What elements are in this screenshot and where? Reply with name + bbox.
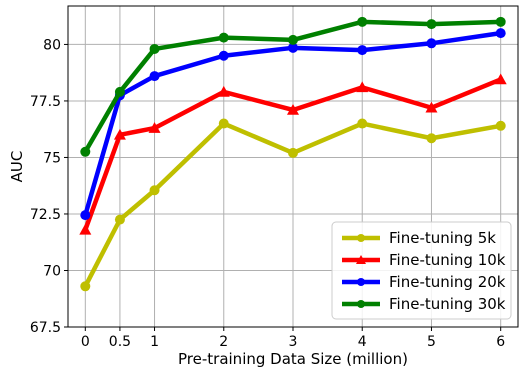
legend-box	[331, 221, 512, 320]
y-tick-label: 72.5	[30, 207, 61, 223]
x-tick-label: 0	[81, 334, 90, 350]
series-1	[80, 118, 506, 292]
data-point	[495, 120, 506, 131]
series-4	[80, 16, 506, 157]
x-tick-label: 1	[150, 334, 159, 350]
data-point	[495, 16, 506, 27]
y-tick-label: 77.5	[30, 94, 61, 110]
series-line	[83, 30, 503, 218]
data-point	[357, 118, 368, 129]
y-tick-label: 80	[43, 37, 61, 53]
legend-item: Fine-tuning 30k	[342, 295, 506, 313]
y-axis-label: AUC	[8, 151, 26, 183]
data-point	[114, 86, 125, 97]
data-point	[217, 85, 230, 97]
data-point	[80, 146, 91, 157]
ticks: 0 0.5 1 2 3 4 5 6 67.5 70 72.5 75 77.5 80	[30, 37, 505, 350]
data-point	[426, 19, 437, 30]
data-point	[148, 122, 161, 133]
data-point	[149, 185, 160, 196]
data-point	[425, 101, 438, 113]
legend-label: Fine-tuning 5k	[389, 229, 496, 247]
data-point	[218, 32, 229, 43]
series-layer	[79, 16, 507, 292]
data-point	[357, 16, 368, 27]
y-tick-label: 70	[43, 263, 61, 279]
data-point	[287, 103, 299, 115]
data-point	[288, 147, 298, 158]
data-point	[149, 43, 160, 54]
data-point	[356, 81, 369, 93]
data-point	[80, 210, 91, 221]
data-point	[149, 71, 160, 82]
series-line	[83, 19, 503, 155]
legend-marker	[357, 234, 365, 242]
data-point	[113, 128, 126, 140]
x-tick-label: 6	[496, 334, 505, 350]
x-axis-label: Pre-training Data Size (million)	[178, 350, 408, 368]
data-point	[357, 45, 368, 56]
data-point	[426, 133, 437, 144]
legend-item: Fine-tuning 20k	[342, 273, 506, 291]
data-point	[218, 50, 229, 61]
x-tick-label: 4	[358, 334, 367, 350]
data-point	[288, 34, 298, 45]
legend-label: Fine-tuning 10k	[389, 251, 506, 269]
series-line	[83, 121, 503, 289]
series-2	[79, 73, 507, 235]
data-point	[114, 214, 125, 225]
legend-marker	[357, 278, 365, 286]
series-line	[83, 77, 503, 233]
data-point	[80, 281, 91, 292]
x-tick-label: 5	[427, 334, 436, 350]
data-point	[79, 223, 92, 235]
data-point	[494, 73, 507, 85]
y-tick-label: 75	[43, 150, 61, 166]
legend-marker	[356, 255, 366, 264]
legend-marker	[357, 300, 365, 308]
x-tick-label: 0.5	[109, 334, 131, 350]
x-tick-label: 3	[289, 334, 298, 350]
legend: Fine-tuning 5k Fine-tuning 10k Fine-tuning…	[331, 221, 512, 320]
data-point	[426, 38, 437, 49]
data-point	[218, 118, 229, 129]
legend-item: Fine-tuning 10k	[342, 251, 506, 269]
data-point	[495, 28, 506, 39]
legend-label: Fine-tuning 20k	[389, 273, 506, 291]
legend-item: Fine-tuning 5k	[342, 229, 496, 247]
y-tick-label: 67.5	[30, 320, 61, 336]
legend-label: Fine-tuning 30k	[389, 295, 506, 313]
data-point	[288, 42, 298, 53]
x-tick-label: 2	[219, 334, 228, 350]
